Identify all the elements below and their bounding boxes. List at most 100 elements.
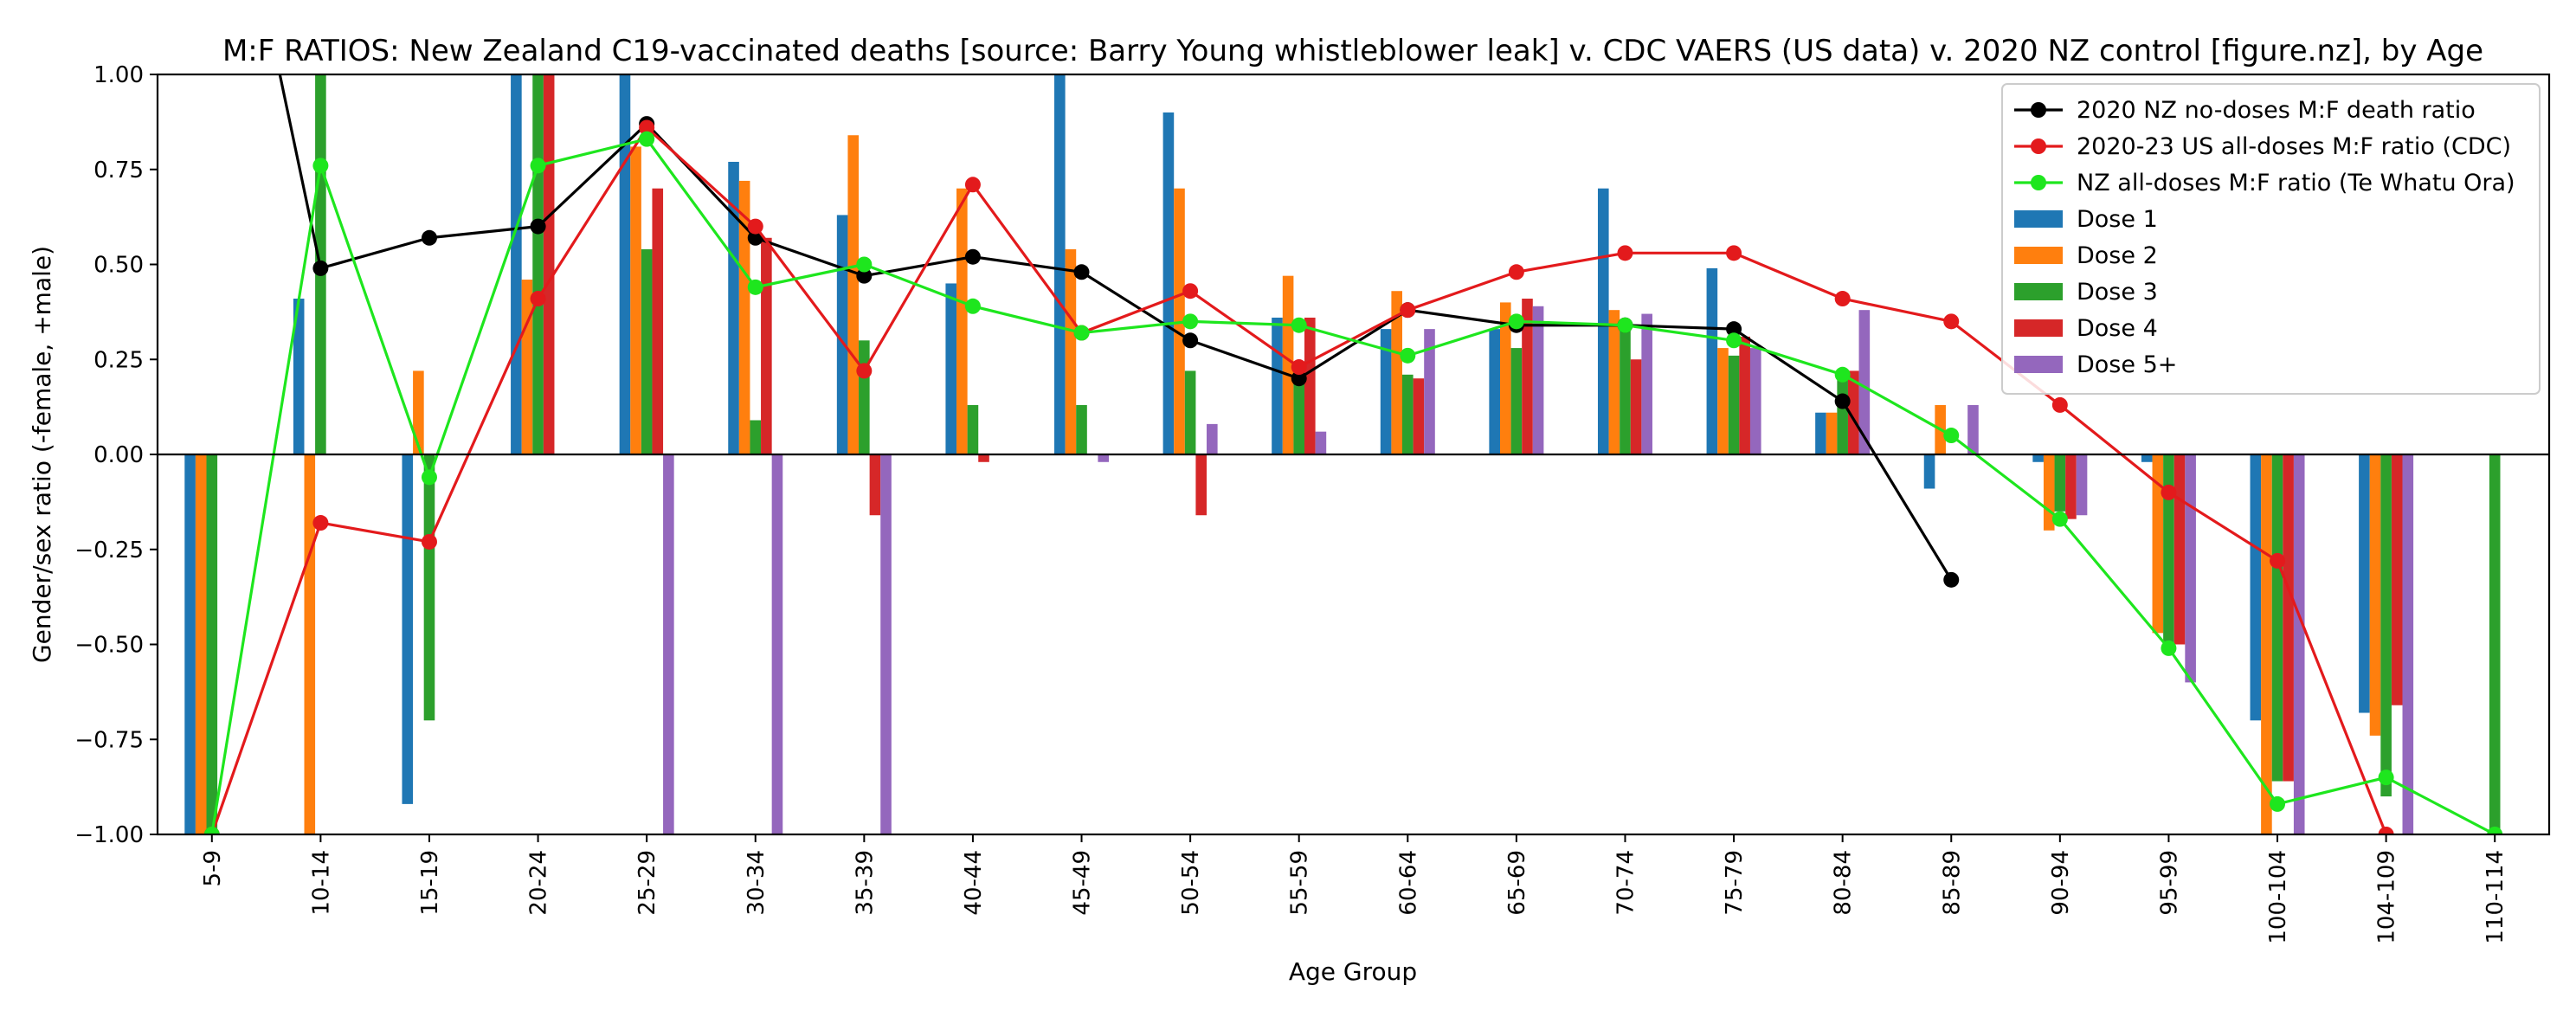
point-nz-all-doses-m-f-ratio-te-whatu-ora--40-44 [964, 298, 981, 314]
legend-swatch-dose-2 [2014, 247, 2063, 264]
bar-dose-2-40-44 [956, 188, 968, 454]
bar-dose-2-20-24 [521, 280, 533, 454]
bar-dose-4-25-29 [652, 188, 664, 454]
bar-dose-4-90-94 [2065, 454, 2077, 519]
point-2020-23-us-all-doses-m-f-ratio-cdc--75-79 [1726, 245, 1742, 261]
bar-dose-4-65-69 [1522, 299, 1533, 454]
x-tick-label-30-34: 30-34 [744, 850, 770, 916]
point-2020-23-us-all-doses-m-f-ratio-cdc--20-24 [530, 291, 546, 307]
point-2020-23-us-all-doses-m-f-ratio-cdc--25-29 [639, 119, 655, 136]
point-2020-23-us-all-doses-m-f-ratio-cdc--100-104 [2270, 552, 2286, 569]
y-tick-label: 1.00 [93, 62, 144, 88]
bar-dose-4-35-39 [869, 454, 881, 516]
legend-label-dose-3: Dose 3 [2077, 279, 2158, 306]
bar-dose-1-70-74 [1597, 188, 1609, 454]
point-2020-nz-no-doses-m-f-death-ratio-50-54 [1182, 332, 1199, 349]
bar-dose-1-5-9 [184, 454, 196, 834]
y-tick-label: 0.50 [93, 253, 144, 279]
bar-dose-3-65-69 [1510, 348, 1523, 454]
bar-dose-2-30-34 [738, 180, 750, 455]
bar-dose-5--100-104 [2293, 454, 2305, 834]
bar-dose-3-5-9 [206, 454, 218, 834]
bar-dose-5--30-34 [771, 454, 783, 834]
point-2020-nz-no-doses-m-f-death-ratio-55-59 [1291, 370, 1307, 387]
legend-swatch-dose-1 [2014, 210, 2063, 228]
bar-dose-3-20-24 [532, 74, 544, 454]
bar-dose-1-60-64 [1380, 329, 1392, 454]
point-2020-nz-no-doses-m-f-death-ratio-40-44 [964, 248, 981, 265]
line-2020-nz-no-doses-m-f-death-ratio [278, 74, 1953, 581]
bar-dose-3-30-34 [750, 420, 762, 454]
legend-label-dose-5-: Dose 5+ [2077, 351, 2177, 378]
x-tick-label-95-99: 95-99 [2156, 850, 2182, 916]
bar-dose-5--50-54 [1207, 423, 1218, 454]
point-2020-nz-no-doses-m-f-death-ratio-45-49 [1073, 264, 1090, 280]
bar-dose-1-85-89 [1923, 454, 1935, 489]
point-2020-23-us-all-doses-m-f-ratio-cdc--40-44 [964, 177, 981, 193]
x-tick-label-90-94: 90-94 [2048, 850, 2074, 916]
x-tick-label-110-114: 110-114 [2483, 850, 2508, 944]
bar-dose-3-110-114 [2489, 454, 2501, 834]
legend-label-dose-2: Dose 2 [2077, 242, 2158, 269]
axes-layer: −1.00 −0.75 −0.50 −0.25 0.00 0.25 0.50 0.75 1.00… [74, 62, 2551, 944]
bar-dose-5--55-59 [1315, 431, 1327, 454]
bar-dose-3-45-49 [1076, 404, 1087, 454]
point-nz-all-doses-m-f-ratio-te-whatu-ora--70-74 [1617, 317, 1633, 333]
bar-dose-2-75-79 [1717, 348, 1729, 454]
bar-dose-2-60-64 [1391, 291, 1402, 454]
point-2020-nz-no-doses-m-f-death-ratio-30-34 [747, 229, 763, 246]
point-nz-all-doses-m-f-ratio-te-whatu-ora--50-54 [1182, 313, 1199, 330]
bar-dose-2-10-14 [304, 454, 316, 834]
y-tick-label: 0.25 [93, 347, 144, 373]
legend-label-dose-1: Dose 1 [2077, 206, 2158, 233]
bar-dose-3-90-94 [2054, 454, 2066, 512]
bar-dose-4-70-74 [1630, 359, 1642, 454]
y-tick-label: −0.50 [74, 633, 144, 659]
bar-dose-4-50-54 [1195, 454, 1208, 516]
bar-dose-3-50-54 [1184, 370, 1196, 454]
x-tick-label-104-109: 104-109 [2374, 850, 2400, 944]
bar-dose-2-35-39 [847, 135, 860, 455]
bar-dose-4-95-99 [2174, 454, 2186, 645]
bar-dose-5--70-74 [1641, 313, 1652, 454]
bar-dose-3-15-19 [423, 454, 435, 721]
bar-dose-1-80-84 [1815, 412, 1826, 454]
point-2020-23-us-all-doses-m-f-ratio-cdc--85-89 [1943, 313, 1960, 330]
legend-marker-nz-all-doses-m-f-ratio-te-whatu-ora- [2031, 175, 2046, 190]
point-nz-all-doses-m-f-ratio-te-whatu-ora--65-69 [1508, 313, 1524, 330]
bar-dose-4-60-64 [1413, 378, 1425, 454]
point-nz-all-doses-m-f-ratio-te-whatu-ora--75-79 [1726, 332, 1742, 349]
point-2020-23-us-all-doses-m-f-ratio-cdc--80-84 [1834, 291, 1851, 307]
point-2020-23-us-all-doses-m-f-ratio-cdc--65-69 [1508, 264, 1524, 280]
bar-dose-1-100-104 [2250, 454, 2262, 721]
x-tick-label-75-79: 75-79 [1722, 850, 1748, 916]
bar-dose-1-55-59 [1272, 317, 1283, 454]
point-nz-all-doses-m-f-ratio-te-whatu-ora--55-59 [1291, 317, 1307, 333]
legend-label-dose-4: Dose 4 [2077, 315, 2158, 342]
bar-dose-3-40-44 [967, 404, 979, 454]
bar-dose-4-40-44 [978, 454, 989, 462]
bar-dose-1-95-99 [2141, 454, 2153, 462]
x-tick-label-70-74: 70-74 [1613, 850, 1639, 916]
x-tick-label-65-69: 65-69 [1504, 850, 1530, 916]
bar-dose-3-100-104 [2271, 454, 2283, 782]
point-2020-23-us-all-doses-m-f-ratio-cdc--15-19 [421, 533, 437, 550]
bar-dose-4-104-109 [2391, 454, 2403, 705]
point-2020-nz-no-doses-m-f-death-ratio-75-79 [1726, 321, 1742, 338]
bar-dose-2-70-74 [1608, 310, 1620, 454]
lines-layer [203, 74, 2503, 834]
legend-label-2020-23-us-all-doses-m-f-ratio-cdc-: 2020-23 US all-doses M:F ratio (CDC) [2077, 133, 2511, 160]
point-2020-23-us-all-doses-m-f-ratio-cdc--60-64 [1400, 302, 1416, 319]
bar-dose-1-10-14 [293, 299, 305, 454]
bar-dose-2-65-69 [1499, 302, 1511, 454]
point-nz-all-doses-m-f-ratio-te-whatu-ora--95-99 [2161, 640, 2177, 656]
bar-dose-5--104-109 [2402, 454, 2414, 834]
legend-swatch-dose-5- [2014, 356, 2063, 373]
x-tick-label-100-104: 100-104 [2265, 850, 2291, 944]
point-nz-all-doses-m-f-ratio-te-whatu-ora--80-84 [1834, 366, 1851, 383]
legend-label-nz-all-doses-m-f-ratio-te-whatu-ora-: NZ all-doses M:F ratio (Te Whatu Ora) [2077, 170, 2515, 196]
y-axis-title: Gender/sex ratio (-female, +male) [28, 246, 56, 663]
y-tick-label: 0.00 [93, 442, 144, 468]
point-2020-nz-no-doses-m-f-death-ratio-35-39 [856, 267, 873, 284]
point-2020-23-us-all-doses-m-f-ratio-cdc--55-59 [1291, 359, 1307, 376]
